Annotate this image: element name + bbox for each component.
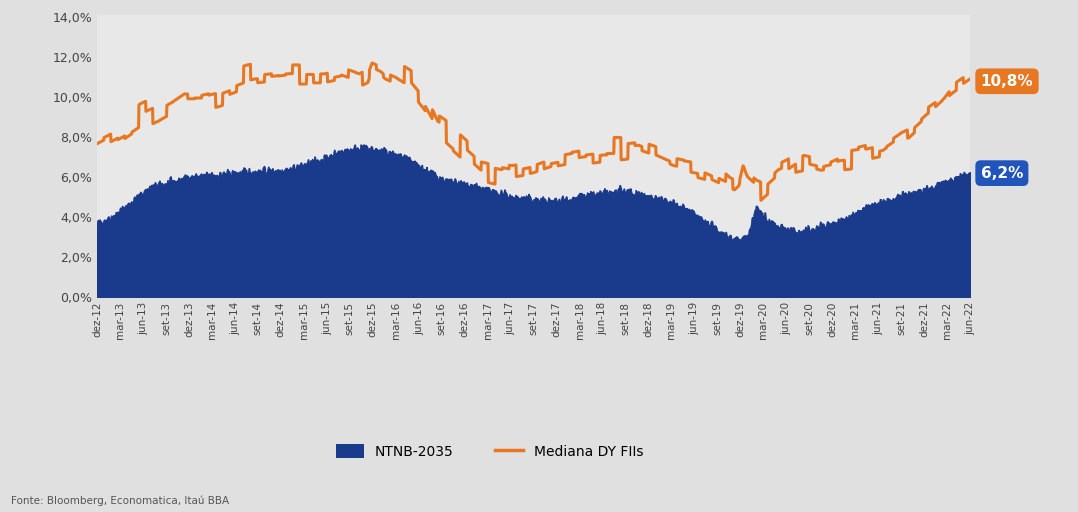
Text: 10,8%: 10,8% <box>981 74 1034 89</box>
Legend: NTNB-2035, Mediana DY FIIs: NTNB-2035, Mediana DY FIIs <box>331 439 649 464</box>
Text: 6,2%: 6,2% <box>981 166 1023 181</box>
Text: Fonte: Bloomberg, Economatica, Itaú BBA: Fonte: Bloomberg, Economatica, Itaú BBA <box>11 496 229 506</box>
